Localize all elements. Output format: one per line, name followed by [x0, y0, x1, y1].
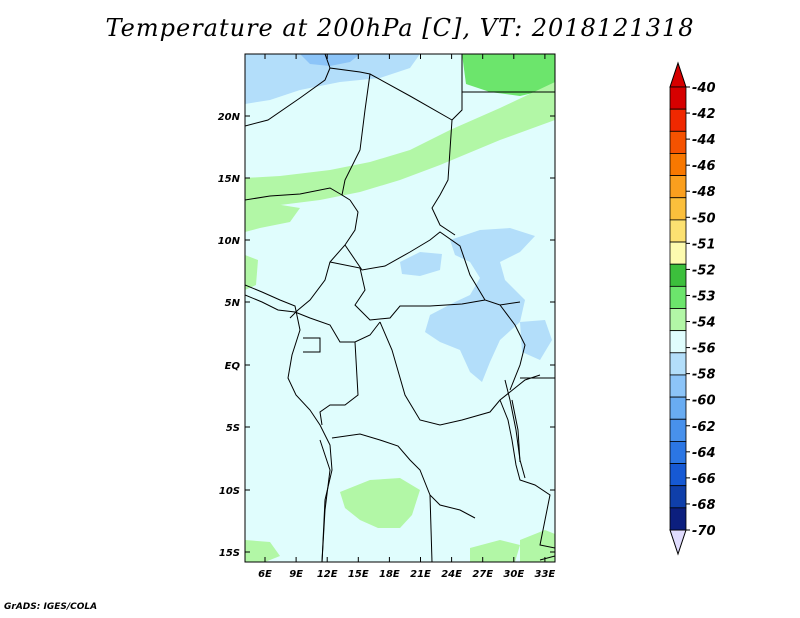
colorbar: -40 -42 -44 -46 -48 -50 -51 -52 -53 -54 -56 -58 -60 -… [669, 61, 716, 556]
colorbar-top-arrow [669, 61, 687, 88]
lon-label: 27E [472, 569, 493, 580]
lon-label: 24E [441, 569, 462, 580]
colorbar-label: -64 [692, 446, 716, 461]
colorbar-label: -53 [692, 289, 716, 304]
colorbar-swatch [669, 440, 687, 464]
colorbar-swatch [669, 130, 687, 154]
chart-title: Temperature at 200hPa [C], VT: 201812131… [105, 14, 695, 42]
field-region-cold-central [425, 228, 535, 382]
colorbar-swatch [669, 263, 687, 287]
field-region-warm-south-b [245, 540, 280, 562]
field-region-warm-south [340, 478, 420, 528]
colorbar-swatch [669, 219, 687, 243]
lat-label: 20N [218, 112, 241, 123]
lon-label: 15E [348, 569, 369, 580]
field-region-warm-se [520, 530, 555, 562]
field-region-cold-north [245, 54, 420, 104]
lat-label: 15S [219, 548, 240, 559]
colorbar-swatch [669, 108, 687, 132]
colorbar-label: -52 [692, 263, 716, 278]
lon-label: 18E [379, 569, 400, 580]
colorbar-label: -51 [692, 237, 716, 252]
colorbar-swatch [669, 86, 687, 110]
lon-label: 6E [258, 569, 272, 580]
lat-label: 10N [218, 236, 241, 247]
colorbar-swatch [669, 153, 687, 176]
colorbar-label: -46 [692, 159, 716, 174]
field-region-warm-west [245, 204, 300, 232]
colorbar-swatch [669, 308, 687, 332]
colorbar-label: -42 [692, 107, 716, 122]
field-region-cold-central-b [400, 252, 442, 276]
lat-label: 5S [226, 423, 240, 434]
field-region-warm-south-c [470, 540, 520, 562]
lon-label: 9E [289, 569, 303, 580]
colorbar-label: -40 [692, 81, 716, 96]
lon-label: 33E [535, 569, 556, 580]
field-region-warm-ne [462, 54, 555, 96]
colorbar-swatch [669, 352, 687, 376]
lat-label: EQ [225, 361, 241, 372]
colorbar-swatch [669, 396, 687, 420]
colorbar-swatch [669, 374, 687, 398]
country-borders [245, 54, 555, 562]
map-frame [244, 53, 556, 563]
lat-label: 15N [218, 174, 241, 185]
lon-label: 30E [503, 569, 524, 580]
colorbar-swatch [669, 285, 687, 309]
coastline [245, 284, 526, 562]
lon-axis: 6E 9E 12E 15E 18E 21E 24E 27E 30E 33E [258, 54, 555, 580]
colorbar-label: -44 [692, 133, 716, 148]
colorbar-label: -56 [692, 342, 716, 357]
field-region-cold-north-b [300, 54, 360, 66]
lat-axis: 20N 15N 10N 5N EQ 5S 10S 15S [218, 112, 555, 559]
colorbar-label: -70 [692, 524, 716, 539]
credit-label: GrADS: IGES/COLA [4, 602, 98, 612]
colorbar-swatch [669, 418, 687, 442]
colorbar-swatch [669, 175, 687, 199]
colorbar-swatch [669, 241, 687, 265]
colorbar-swatch [669, 330, 687, 354]
lat-label: 10S [219, 486, 240, 497]
field-region-cold-east [520, 320, 552, 360]
colorbar-bottom-arrow [669, 529, 687, 556]
lat-label: 5N [225, 298, 241, 309]
field-region-warm-west-b [245, 255, 258, 290]
colorbar-label: -58 [692, 368, 716, 383]
colorbar-label: -48 [692, 185, 716, 200]
colorbar-swatch [669, 197, 687, 221]
colorbar-label: -68 [692, 498, 716, 513]
colorbar-swatch [669, 485, 687, 509]
colorbar-label: -66 [692, 472, 716, 487]
colorbar-swatch [669, 463, 687, 487]
colorbar-swatch [669, 507, 687, 531]
lon-label: 12E [317, 569, 338, 580]
colorbar-label: -60 [692, 394, 716, 409]
colorbar-label: -54 [692, 316, 716, 331]
field-region-warm-band [245, 82, 555, 210]
colorbar-label: -50 [692, 211, 716, 226]
map-panel: 20N 15N 10N 5N EQ 5S 10S 15S 6E 9E 12E 15E 18E 21E 24… [218, 53, 556, 580]
lon-label: 21E [410, 569, 431, 580]
colorbar-label: -62 [692, 420, 716, 435]
